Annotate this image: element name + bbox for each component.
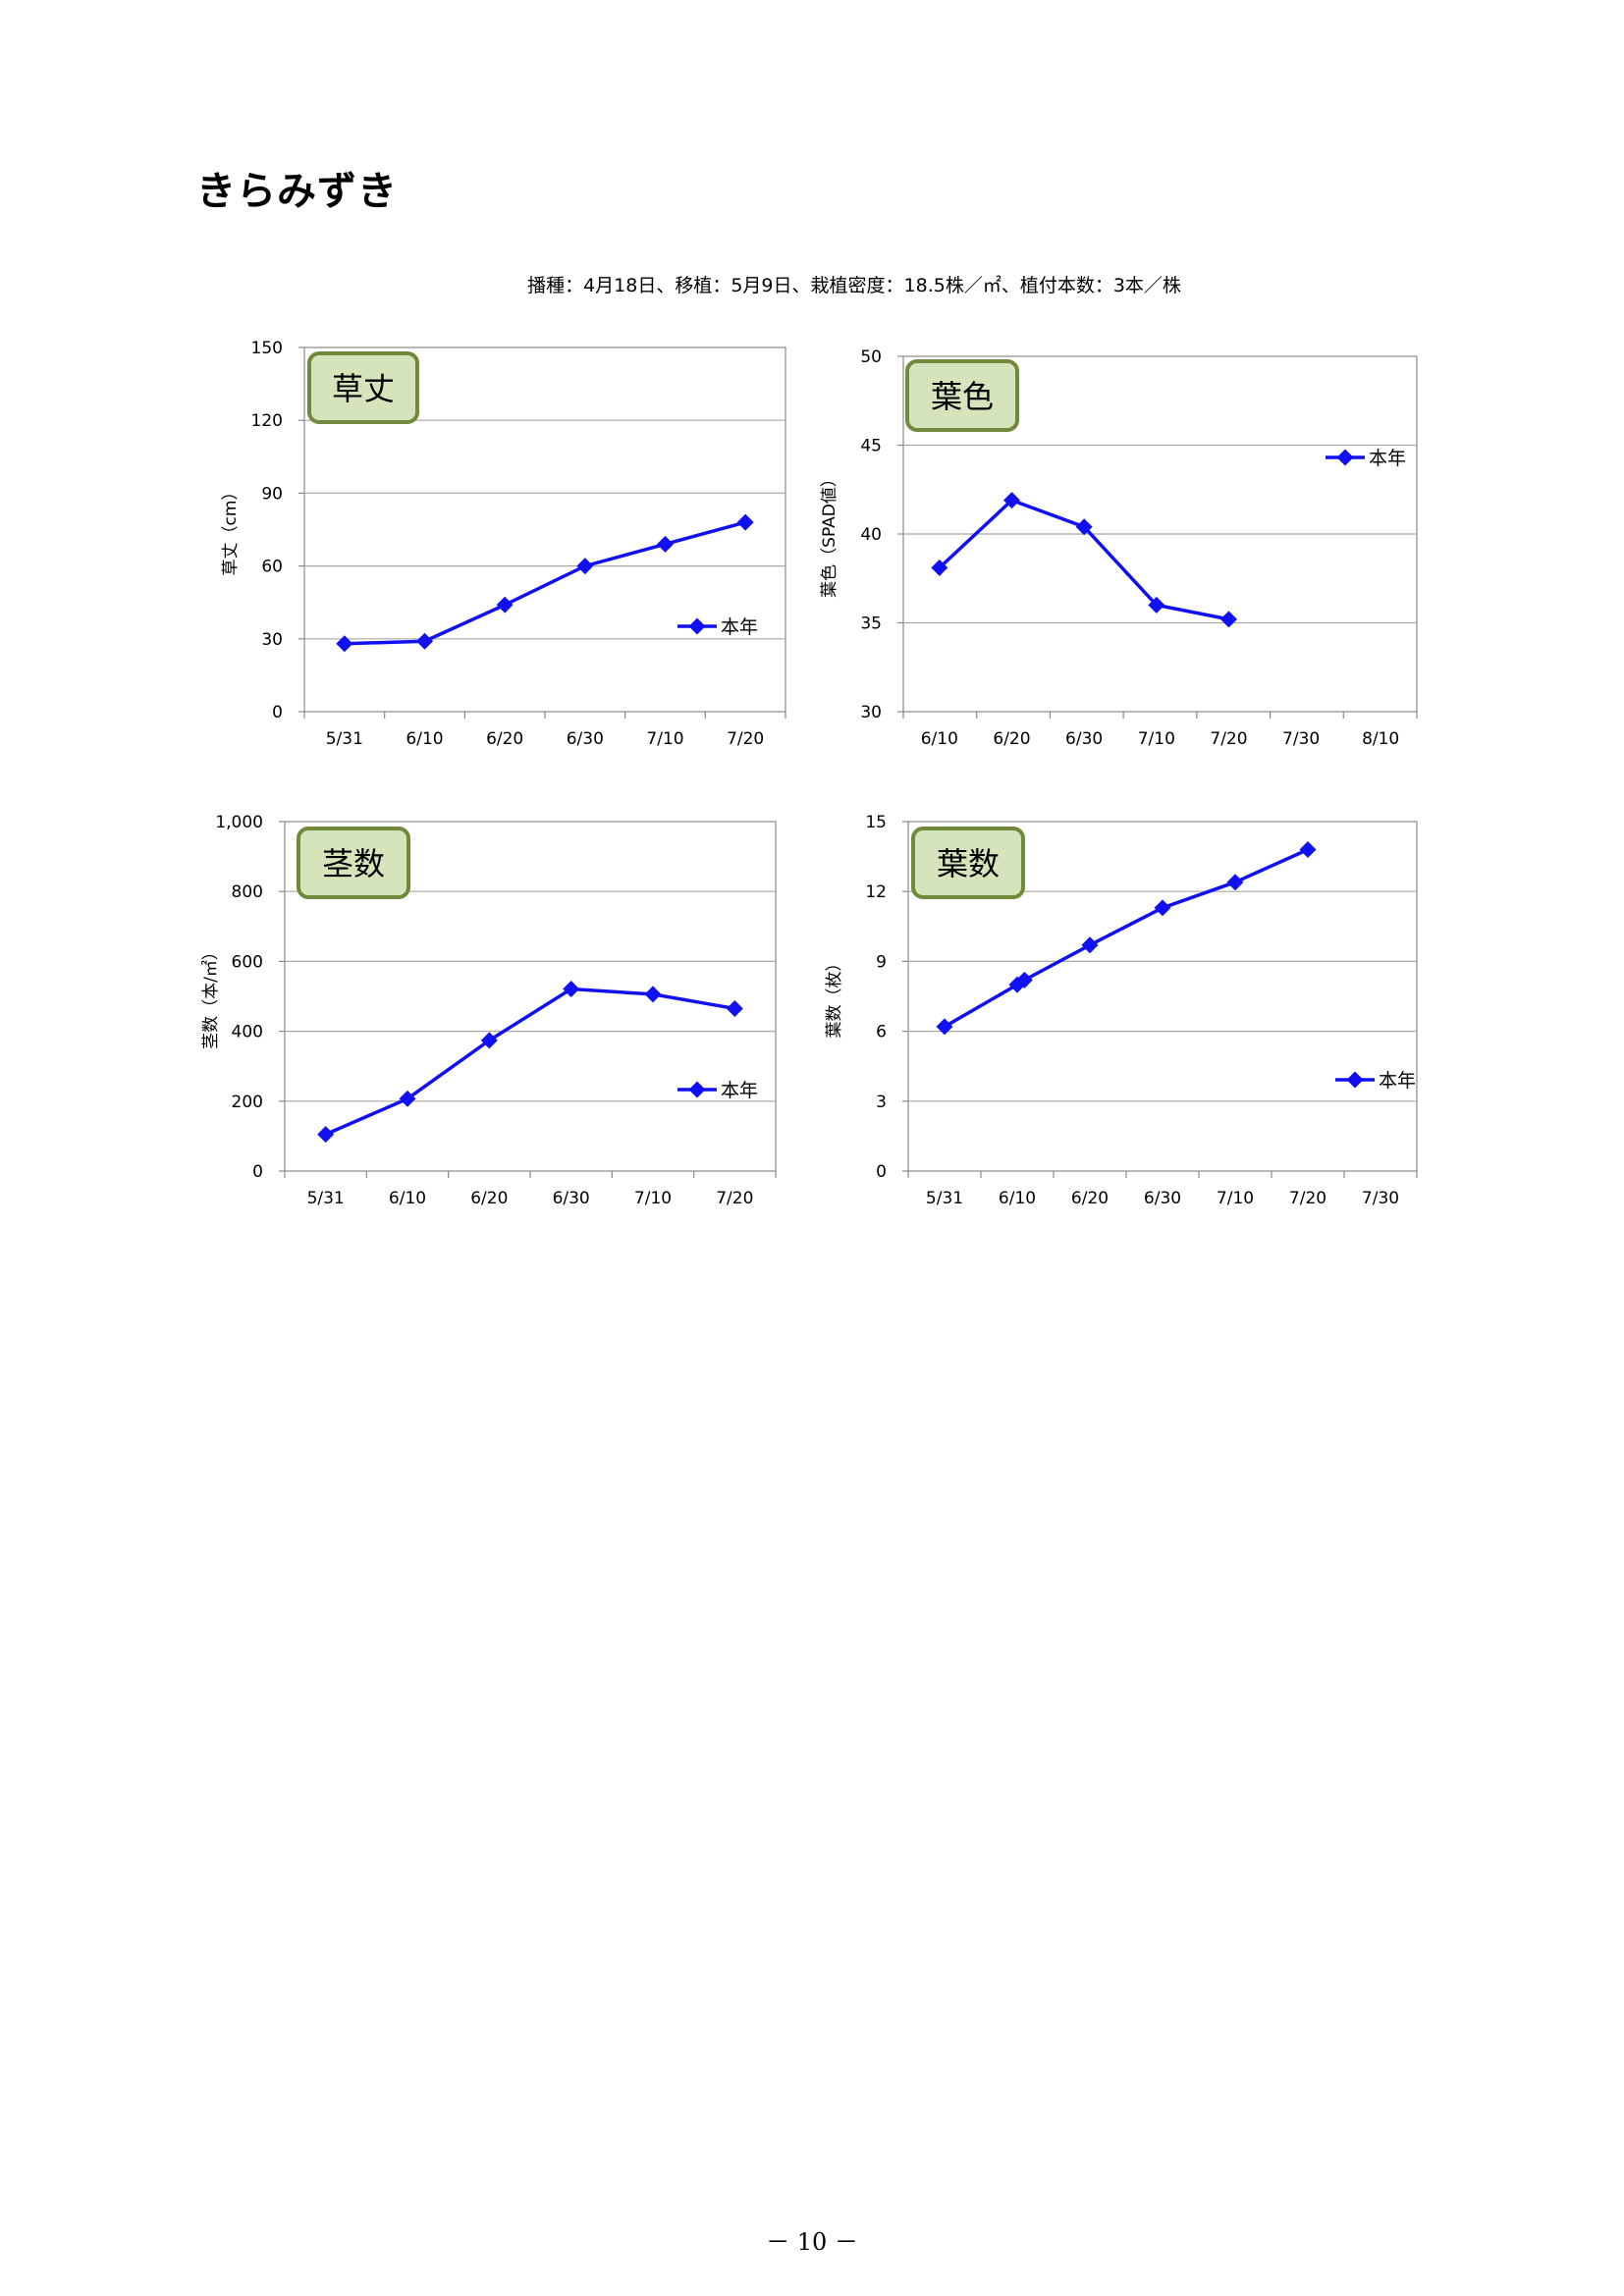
data-point (657, 535, 674, 553)
y-tick-label: 12 (865, 882, 887, 902)
y-tick-label: 50 (860, 347, 882, 367)
chart-title: 草丈 (332, 370, 395, 407)
y-tick-label: 400 (232, 1023, 263, 1042)
legend-label: 本年 (721, 1080, 758, 1101)
y-tick-label: 150 (251, 339, 283, 358)
data-point (936, 1018, 953, 1036)
x-tick-label: 5/31 (326, 729, 363, 749)
x-tick-label: 6/20 (1071, 1189, 1109, 1208)
data-point (576, 558, 594, 575)
chart-title: 茎数 (322, 845, 385, 882)
y-tick-label: 3 (876, 1093, 887, 1112)
y-tick-label: 1,000 (215, 813, 263, 832)
x-tick-label: 7/20 (1210, 729, 1247, 749)
legend-label: 本年 (1379, 1070, 1416, 1092)
x-tick-label: 7/30 (1282, 729, 1320, 749)
chart-title: 葉色 (931, 378, 994, 415)
x-tick-label: 6/30 (567, 729, 604, 749)
chart-title-badge (905, 359, 1019, 432)
legend-marker (688, 1081, 706, 1098)
y-tick-label: 200 (232, 1093, 263, 1112)
data-point (736, 513, 754, 531)
data-point (416, 632, 433, 650)
y-tick-label: 0 (272, 703, 283, 722)
y-tick-label: 30 (860, 703, 882, 722)
chart-title-badge (911, 827, 1025, 899)
y-tick-label: 9 (876, 952, 887, 972)
y-tick-label: 600 (232, 952, 263, 972)
legend-label: 本年 (721, 616, 758, 638)
x-tick-label: 7/10 (1138, 729, 1175, 749)
x-tick-label: 5/31 (926, 1189, 963, 1208)
x-tick-label: 6/20 (470, 1189, 508, 1208)
y-tick-label: 35 (860, 614, 882, 634)
leaf-number-chart: 0 3 6 9 12 15 5/31 6/10 6/20 6/30 7/10 7/20 7/30 葉数（枚… (825, 813, 1418, 1208)
y-tick-label: 30 (261, 630, 283, 650)
data-point (336, 635, 353, 653)
x-tick-label: 7/30 (1362, 1189, 1399, 1208)
data-point (496, 596, 514, 614)
leaf-color-chart: 30 35 40 45 50 6/10 6/20 6/30 7/10 7/20 7/30 8/10 葉色… (820, 347, 1418, 749)
x-tick-label: 7/10 (1217, 1189, 1254, 1208)
y-tick-label: 90 (261, 484, 283, 504)
x-tick-label: 6/10 (389, 1189, 426, 1208)
y-tick-label: 0 (876, 1162, 887, 1182)
x-tick-label: 7/20 (716, 1189, 753, 1208)
chart-title: 葉数 (937, 845, 1000, 882)
chart-title-badge (297, 827, 410, 899)
y-tick-label: 60 (261, 558, 283, 577)
series-line (344, 520, 746, 646)
x-tick-label: 6/10 (406, 729, 443, 749)
y-axis-label: 葉色（SPAD値） (820, 470, 839, 598)
plant-height-chart: 0 30 60 90 120 150 5/31 6/10 6/20 6/30 7/10 7/20 草丈（… (221, 339, 786, 749)
x-tick-label: 7/20 (1289, 1189, 1326, 1208)
data-point (480, 1032, 498, 1049)
x-tick-label: 6/10 (921, 729, 958, 749)
y-tick-label: 6 (876, 1023, 887, 1042)
page-number: － 10 － (766, 2228, 858, 2256)
y-axis-label: 草丈（cm） (221, 484, 241, 576)
x-tick-label: 6/30 (1144, 1189, 1181, 1208)
legend-marker (688, 617, 706, 635)
planting-conditions-note: 播種：4月18日、移植：5月9日、栽植密度：18.5株／㎡、植付本数：3本／株 (527, 275, 1181, 296)
x-tick-label: 7/10 (646, 729, 683, 749)
y-axis-label: 茎数（本/㎡） (201, 943, 221, 1049)
x-tick-label: 6/10 (999, 1189, 1036, 1208)
x-tick-label: 6/20 (993, 729, 1030, 749)
data-point (1219, 611, 1237, 628)
y-tick-label: 40 (860, 525, 882, 545)
y-tick-label: 120 (251, 411, 283, 431)
legend-label: 本年 (1369, 448, 1406, 469)
page-title: きらみずき (196, 169, 398, 214)
data-point (399, 1090, 416, 1107)
y-axis-label: 葉数（枚） (825, 955, 844, 1039)
data-point (726, 999, 743, 1017)
y-tick-label: 45 (860, 437, 882, 456)
x-tick-label: 7/10 (634, 1189, 672, 1208)
y-tick-label: 0 (252, 1162, 263, 1182)
data-point (644, 986, 662, 1003)
chart-title-badge (307, 351, 419, 424)
x-tick-label: 8/10 (1362, 729, 1399, 749)
x-tick-label: 5/31 (307, 1189, 345, 1208)
tiller-number-chart: 0 200 400 600 800 1,000 5/31 6/10 6/20 6/30 7/10 7/… (201, 813, 777, 1208)
y-tick-label: 800 (232, 882, 263, 902)
x-tick-label: 6/30 (1065, 729, 1103, 749)
x-tick-label: 6/20 (486, 729, 523, 749)
series-line (324, 987, 735, 1137)
y-tick-label: 15 (865, 813, 887, 832)
x-tick-label: 7/20 (727, 729, 764, 749)
x-tick-label: 6/30 (553, 1189, 590, 1208)
